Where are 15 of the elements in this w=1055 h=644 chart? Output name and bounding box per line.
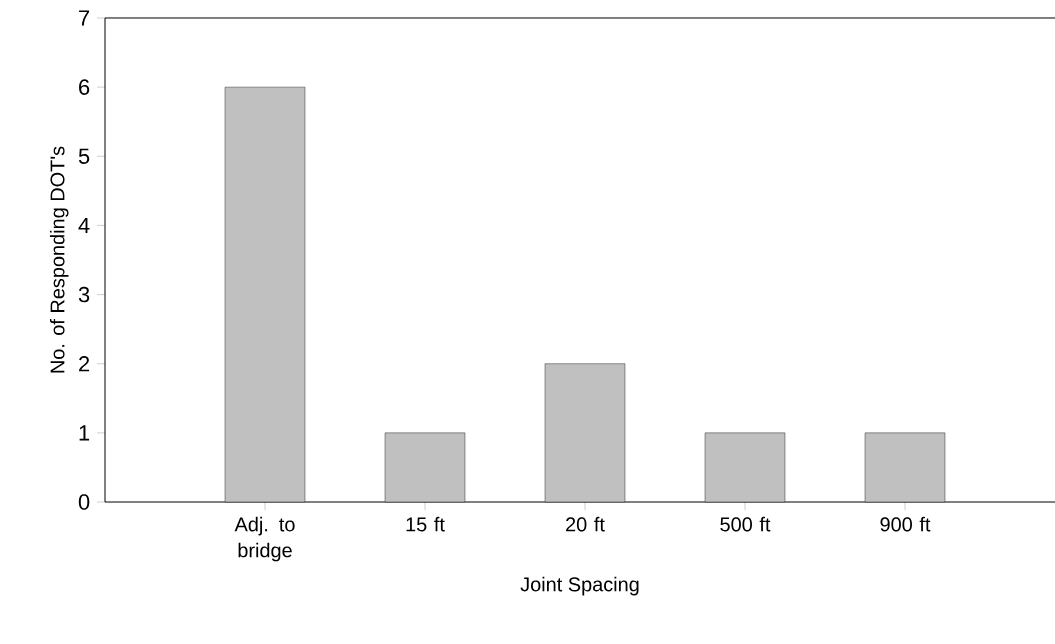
x-tick-label: 900 ft — [880, 516, 931, 532]
x-tick-label: 20 ft — [566, 516, 605, 532]
y-tick-label: 7 — [79, 10, 90, 26]
y-tick-label: 3 — [78, 286, 90, 303]
y-tick-label: 5 — [78, 148, 90, 164]
y-tick-label: 1 — [79, 425, 90, 441]
y-axis-title: No. of Responding DOT's — [49, 146, 69, 373]
x-tick-label: 15 ft — [406, 516, 445, 532]
y-tick-label: 0 — [78, 494, 90, 510]
y-tick-label: 6 — [79, 79, 90, 95]
x-tick-label: 500 ft — [720, 516, 771, 532]
y-tick-label: 4 — [78, 217, 90, 233]
x-axis-title: Joint Spacing — [520, 576, 639, 596]
y-tick-label: 2 — [79, 356, 90, 372]
x-tick-label: Adj. to bridge — [234, 516, 295, 562]
